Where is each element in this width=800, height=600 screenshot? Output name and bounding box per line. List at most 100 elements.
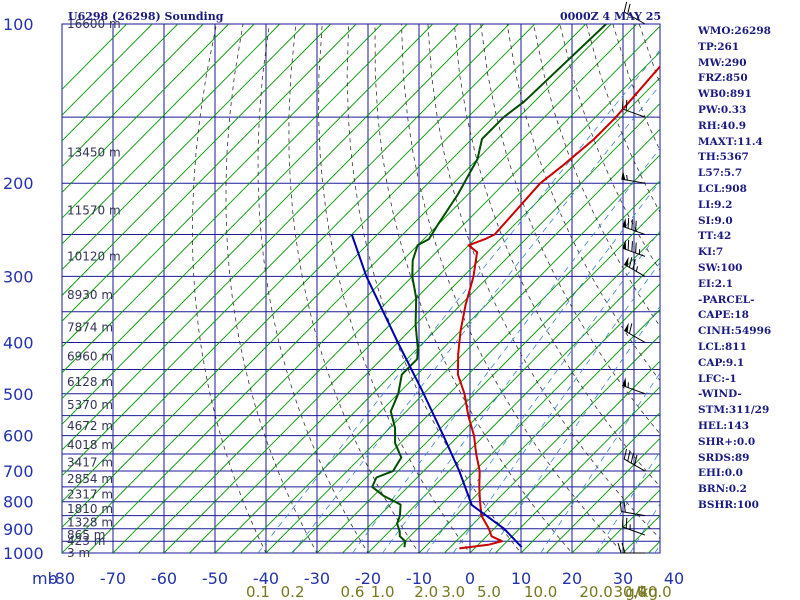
dry-adiabat: [288, 24, 438, 553]
stability-indices-list: WMO:26298 TP:261 MW:290 FRZ:850 WB0:891 PW:0.…: [698, 24, 771, 514]
pressure-tick-label: 300: [3, 267, 34, 286]
height-label: 7874 m: [67, 321, 113, 335]
isotherm-line: [62, 24, 281, 245]
dry-adiabat: [559, 24, 660, 272]
pressure-tick-label: 700: [3, 462, 34, 481]
temperature-tick-label: -50: [202, 569, 228, 588]
mixing-ratio-line: [540, 372, 660, 553]
isotherm-line: [265, 154, 660, 553]
mixing-ratio-label: 0.6: [341, 583, 365, 600]
temperature-tick-label: 40: [664, 569, 684, 588]
isotherm-line: [571, 463, 660, 553]
mixing-ratio-line: [382, 180, 660, 553]
isotherm-line: [62, 24, 459, 425]
isotherm-line: [291, 180, 660, 553]
isotherm-line: [112, 24, 638, 553]
wind-barb-flag: [631, 241, 633, 252]
wind-barb-flag: [621, 516, 624, 527]
index-item: RH:40.9: [698, 119, 747, 132]
dry-adiabat: [318, 24, 490, 553]
wind-barb-pennant: [622, 217, 627, 228]
plot-frame: [61, 23, 661, 554]
index-item: TH:5367: [698, 151, 749, 164]
isotherm-line: [62, 24, 153, 116]
temperature-trace: [456, 65, 660, 550]
dry-adiabat: [257, 24, 387, 553]
isotherm-line: [62, 24, 255, 219]
isotherm-line: [62, 24, 204, 168]
wind-barb-flag: [635, 242, 637, 254]
pressure-tick-label: 800: [3, 493, 34, 512]
wind-barbs: [617, 1, 646, 554]
wind-barb: [621, 170, 646, 184]
pressure-tick-label: 200: [3, 174, 34, 193]
isotherm-line: [62, 24, 510, 477]
pressure-tick-label: 100: [3, 15, 34, 34]
isotherm-line: [240, 128, 660, 553]
height-label: 4018 m: [67, 438, 113, 452]
index-item: TP:261: [698, 40, 740, 53]
sounding-traces: [350, 24, 660, 550]
height-label: 11570 m: [67, 203, 121, 217]
dry-adiabat: [374, 24, 593, 553]
dry-adiabat: [427, 24, 660, 540]
height-label: 8930 m: [67, 288, 113, 302]
index-item: LI:9.2: [698, 198, 733, 211]
isotherm-line: [62, 24, 485, 451]
wind-barb: [623, 1, 646, 25]
height-label: 1328 m: [67, 515, 113, 529]
pressure-tick-label: 1000: [3, 544, 44, 563]
isotherm-line: [418, 308, 660, 553]
wind-barb-flag: [627, 217, 630, 229]
pressure-unit-label: mb: [32, 569, 58, 588]
dry-adiabat: [533, 24, 660, 328]
wind-barb-pennant: [622, 239, 627, 250]
index-item: MAXT:11.4: [698, 135, 763, 148]
temperature-tick-label: -10: [406, 569, 432, 588]
height-label: 3 m: [67, 546, 90, 560]
pressure-tick-label: 400: [3, 333, 34, 352]
isotherm-line: [367, 257, 660, 553]
mixing-ratio-label: 10.0: [524, 583, 557, 600]
index-item: WB0:891: [698, 88, 752, 101]
pressure-tick-label: 900: [3, 520, 34, 539]
index-item: EI:2.1: [698, 277, 734, 290]
wind-barb-flag: [623, 448, 628, 460]
wind-barb-flag: [627, 239, 630, 251]
wind-barb-flag: [627, 450, 631, 462]
grid-lines: [62, 24, 660, 553]
temperature-tick-label: -30: [304, 569, 330, 588]
dry-adiabat: [401, 24, 645, 553]
pressure-tick-label: 600: [3, 427, 34, 446]
isotherm-line: [520, 411, 660, 553]
index-item: EHI:0.0: [698, 467, 743, 480]
isotherm-line: [316, 205, 660, 553]
isotherm-line: [469, 360, 660, 553]
index-item: SW:100: [698, 261, 743, 274]
isotherm-line: [62, 24, 536, 503]
dry-adiabat: [346, 24, 542, 553]
height-label: 4672 m: [67, 419, 113, 433]
index-item: CAP:9.1: [698, 356, 745, 369]
index-item: CAPE:18: [698, 309, 749, 322]
wind-barb-flag: [628, 323, 633, 334]
temperature-tick-label: -70: [100, 569, 126, 588]
wind-barb-flag: [625, 99, 628, 111]
dry-adiabat: [453, 24, 660, 488]
isotherm-line: [495, 386, 660, 553]
wind-barb: [621, 516, 646, 536]
temperature-tick-label: 30: [613, 569, 633, 588]
dewpoint-trace: [371, 24, 607, 548]
mixing-ratio-label: 3.0: [441, 583, 465, 600]
isotherm-line: [62, 24, 587, 553]
height-label: 6960 m: [67, 349, 113, 363]
mixing-ratio-line: [488, 305, 660, 553]
height-label: 2854 m: [67, 472, 113, 486]
index-item: -WIND-: [698, 388, 742, 401]
mixing-ratio-line: [292, 84, 660, 553]
temperature-tick-label: -20: [355, 569, 381, 588]
index-item: STM:311/29: [698, 404, 770, 417]
mixing-ratio-line: [452, 261, 660, 553]
